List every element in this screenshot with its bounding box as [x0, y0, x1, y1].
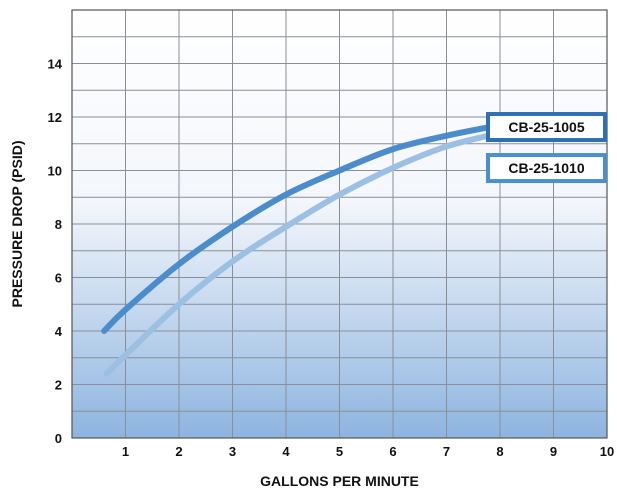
series-label-text: CB-25-1005 [508, 119, 584, 135]
y-tick-label: 14 [48, 57, 63, 72]
plot-border [71, 9, 608, 439]
series-label-box [486, 153, 607, 184]
y-tick-labels: 0 2 4 6 8 10 12 14 [48, 57, 63, 447]
y-axis-title: PRESSURE DROP (PSID) [9, 141, 25, 308]
series-labels: CB-25-1005 CB-25-1010 [486, 112, 607, 184]
series-group [101, 122, 503, 377]
y-tick-label: 8 [55, 217, 62, 232]
x-tick-labels: 1 2 3 4 5 6 7 8 9 10 [122, 444, 614, 459]
x-tick-label: 9 [550, 444, 557, 459]
x-tick-label: 1 [122, 444, 129, 459]
y-tick-label: 12 [48, 110, 62, 125]
x-tick-label: 4 [282, 444, 290, 459]
y-tick-label: 4 [55, 324, 63, 339]
x-tick-label: 6 [389, 444, 396, 459]
y-tick-label: 10 [48, 164, 62, 179]
x-tick-label: 10 [600, 444, 614, 459]
series-label-text: CB-25-1010 [508, 160, 584, 176]
x-tick-label: 3 [229, 444, 236, 459]
series-line-cb-25-1010 [103, 130, 503, 377]
x-axis-title: GALLONS PER MINUTE [260, 473, 419, 489]
x-tick-label: 2 [175, 444, 182, 459]
y-tick-label: 6 [55, 271, 62, 286]
series-line-cb-25-1005 [101, 122, 503, 334]
series-label-box [486, 112, 607, 143]
y-tick-label: 2 [55, 378, 62, 393]
x-tick-label: 7 [443, 444, 450, 459]
x-tick-label: 5 [336, 444, 343, 459]
y-tick-label: 0 [55, 431, 62, 446]
x-tick-label: 8 [496, 444, 503, 459]
